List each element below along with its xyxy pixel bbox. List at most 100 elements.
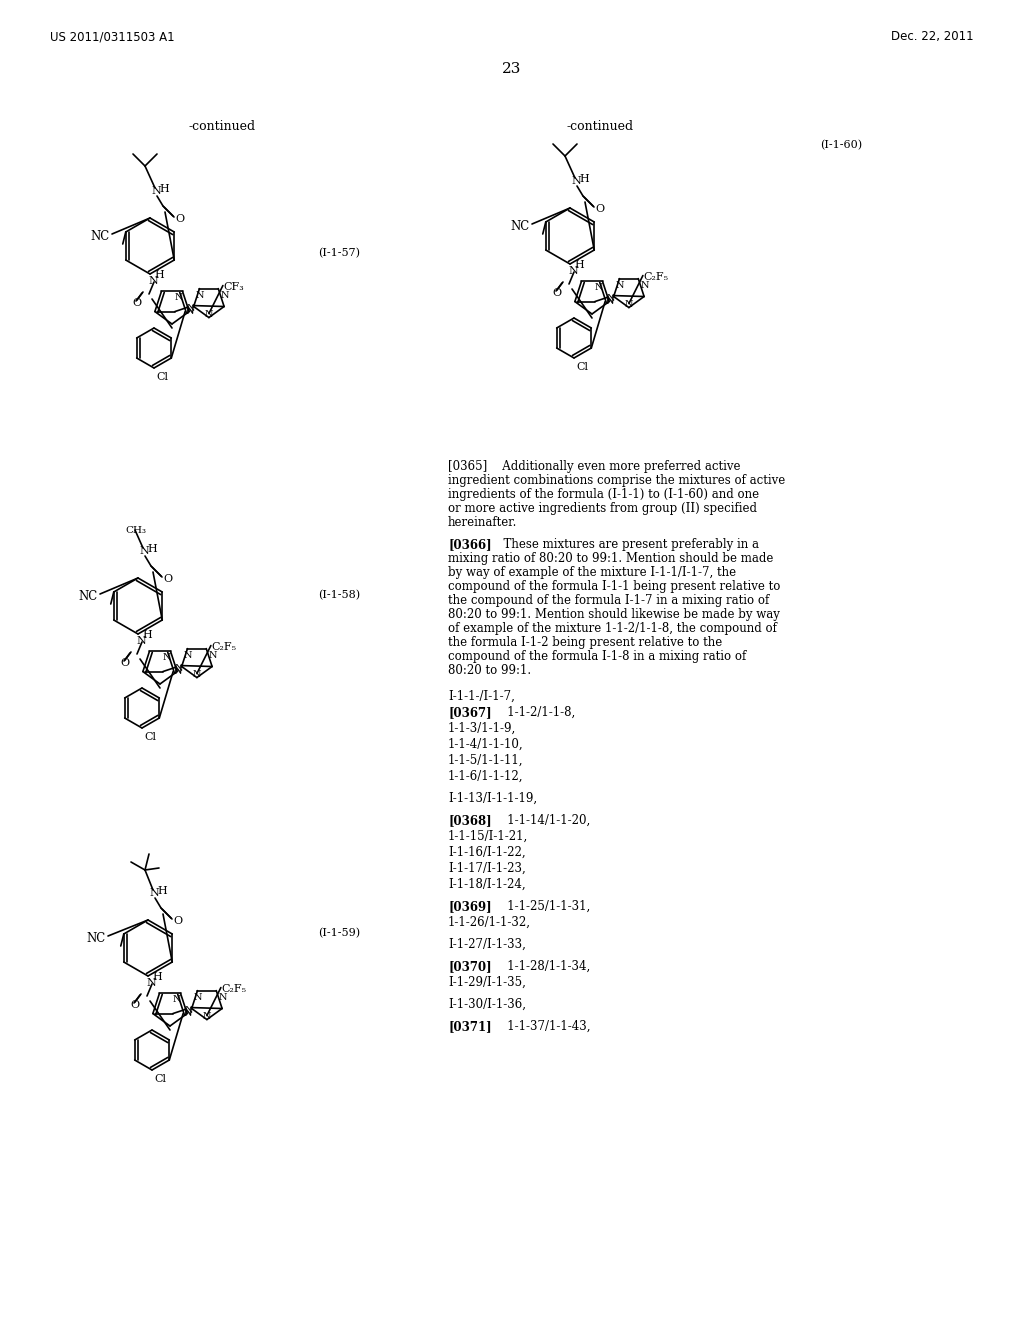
Text: 1-1-4/1-1-10,: 1-1-4/1-1-10, [449, 738, 523, 751]
Text: -continued: -continued [188, 120, 256, 133]
Text: N: N [173, 665, 181, 675]
Text: H: H [152, 972, 162, 982]
Text: I-1-1-/I-1-7,: I-1-1-/I-1-7, [449, 690, 515, 704]
Text: H: H [142, 630, 152, 640]
Text: 1-1-14/1-1-20,: 1-1-14/1-1-20, [496, 814, 590, 828]
Text: Cl: Cl [154, 1074, 166, 1084]
Text: 1-1-15/I-1-21,: 1-1-15/I-1-21, [449, 830, 528, 843]
Text: O: O [175, 214, 184, 224]
Text: N: N [148, 276, 158, 286]
Text: O: O [130, 1001, 139, 1010]
Text: N: N [183, 1008, 193, 1018]
Text: [0371]: [0371] [449, 1020, 492, 1034]
Text: N: N [625, 300, 634, 309]
Text: C₂F₅: C₂F₅ [221, 983, 246, 994]
Text: N: N [174, 667, 182, 676]
Text: US 2011/0311503 A1: US 2011/0311503 A1 [50, 30, 175, 44]
Text: N: N [185, 1006, 194, 1015]
Text: N: N [183, 1007, 191, 1016]
Text: 1-1-28/1-1-34,: 1-1-28/1-1-34, [496, 960, 590, 973]
Text: O: O [132, 298, 141, 308]
Text: ingredients of the formula (I-1-1) to (I-1-60) and one: ingredients of the formula (I-1-1) to (I… [449, 488, 759, 502]
Text: N: N [205, 310, 213, 318]
Text: I-1-29/I-1-35,: I-1-29/I-1-35, [449, 975, 526, 989]
Text: O: O [552, 288, 561, 298]
Text: (I-1-57): (I-1-57) [318, 248, 360, 259]
Text: N: N [136, 636, 145, 645]
Text: Dec. 22, 2011: Dec. 22, 2011 [891, 30, 974, 44]
Text: N: N [568, 267, 578, 276]
Text: O: O [163, 574, 172, 583]
Text: H: H [154, 271, 164, 280]
Text: These mixtures are present preferably in a: These mixtures are present preferably in… [496, 539, 759, 550]
Text: ingredient combinations comprise the mixtures of active: ingredient combinations comprise the mix… [449, 474, 785, 487]
Text: Cl: Cl [156, 372, 168, 381]
Text: O: O [120, 657, 129, 668]
Text: N: N [174, 293, 183, 302]
Text: 1-1-5/1-1-11,: 1-1-5/1-1-11, [449, 754, 523, 767]
Text: N: N [595, 284, 603, 293]
Text: I-1-27/I-1-33,: I-1-27/I-1-33, [449, 939, 526, 950]
Text: N: N [208, 651, 217, 660]
Text: 1-1-3/1-1-9,: 1-1-3/1-1-9, [449, 722, 516, 735]
Text: O: O [173, 916, 182, 927]
Text: [0368]: [0368] [449, 814, 492, 828]
Text: of example of the mixture 1-1-2/1-1-8, the compound of: of example of the mixture 1-1-2/1-1-8, t… [449, 622, 777, 635]
Text: -continued: -continued [566, 120, 634, 133]
Text: [0366]: [0366] [449, 539, 492, 550]
Text: N: N [187, 304, 196, 313]
Text: the formula I-1-2 being present relative to the: the formula I-1-2 being present relative… [449, 636, 722, 649]
Text: N: N [183, 651, 191, 660]
Text: 1-1-6/1-1-12,: 1-1-6/1-1-12, [449, 770, 523, 783]
Text: H: H [579, 174, 589, 183]
Text: 1-1-26/1-1-32,: 1-1-26/1-1-32, [449, 916, 531, 929]
Text: N: N [150, 888, 159, 898]
Text: or more active ingredients from group (II) specified: or more active ingredients from group (I… [449, 502, 757, 515]
Text: H: H [574, 260, 584, 271]
Text: NC: NC [86, 932, 105, 945]
Text: compound of the formula I-1-8 in a mixing ratio of: compound of the formula I-1-8 in a mixin… [449, 649, 746, 663]
Text: (I-1-58): (I-1-58) [317, 590, 360, 601]
Text: N: N [196, 290, 204, 300]
Text: CF₃: CF₃ [223, 281, 244, 292]
Text: 23: 23 [503, 62, 521, 77]
Text: 1-1-25/1-1-31,: 1-1-25/1-1-31, [496, 900, 590, 913]
Text: hereinafter.: hereinafter. [449, 516, 517, 529]
Text: 1-1-37/1-1-43,: 1-1-37/1-1-43, [496, 1020, 591, 1034]
Text: I-1-16/I-1-22,: I-1-16/I-1-22, [449, 846, 525, 859]
Text: N: N [185, 306, 195, 315]
Text: N: N [615, 281, 624, 289]
Text: I-1-17/I-1-23,: I-1-17/I-1-23, [449, 862, 525, 875]
Text: N: N [605, 296, 613, 305]
Text: (I-1-60): (I-1-60) [820, 140, 862, 150]
Text: the compound of the formula I-1-7 in a mixing ratio of: the compound of the formula I-1-7 in a m… [449, 594, 769, 607]
Text: Cl: Cl [144, 733, 156, 742]
Text: N: N [218, 993, 226, 1002]
Text: N: N [605, 297, 614, 305]
Text: C₂F₅: C₂F₅ [643, 272, 668, 281]
Text: N: N [175, 664, 183, 673]
Text: NC: NC [90, 230, 110, 243]
Text: (I-1-59): (I-1-59) [317, 928, 360, 939]
Text: N: N [640, 281, 649, 289]
Text: [0367]: [0367] [449, 706, 492, 719]
Text: I-1-30/I-1-36,: I-1-30/I-1-36, [449, 998, 526, 1011]
Text: 80:20 to 99:1. Mention should likewise be made by way: 80:20 to 99:1. Mention should likewise b… [449, 609, 780, 620]
Text: [0370]: [0370] [449, 960, 492, 973]
Text: N: N [607, 293, 615, 302]
Text: Cl: Cl [575, 362, 588, 372]
Text: NC: NC [510, 220, 529, 234]
Text: 1-1-2/1-1-8,: 1-1-2/1-1-8, [496, 706, 575, 719]
Text: [0365]    Additionally even more preferred active: [0365] Additionally even more preferred … [449, 459, 740, 473]
Text: N: N [193, 669, 202, 678]
Text: NC: NC [78, 590, 97, 603]
Text: H: H [147, 544, 157, 554]
Text: N: N [571, 176, 581, 186]
Text: N: N [163, 653, 171, 663]
Text: H: H [159, 183, 169, 194]
Text: N: N [220, 290, 228, 300]
Text: N: N [203, 1011, 211, 1020]
Text: by way of example of the mixture I-1-1/I-1-7, the: by way of example of the mixture I-1-1/I… [449, 566, 736, 579]
Text: N: N [146, 978, 156, 987]
Text: I-1-13/I-1-1-19,: I-1-13/I-1-1-19, [449, 792, 538, 805]
